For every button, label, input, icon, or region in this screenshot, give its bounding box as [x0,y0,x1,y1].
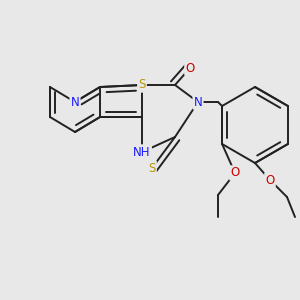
Text: N: N [194,95,202,109]
Text: O: O [185,61,195,74]
Text: O: O [230,167,240,179]
Text: N: N [70,95,80,109]
Text: S: S [138,79,146,92]
Text: NH: NH [133,146,151,158]
Text: S: S [148,161,156,175]
Text: O: O [266,173,274,187]
